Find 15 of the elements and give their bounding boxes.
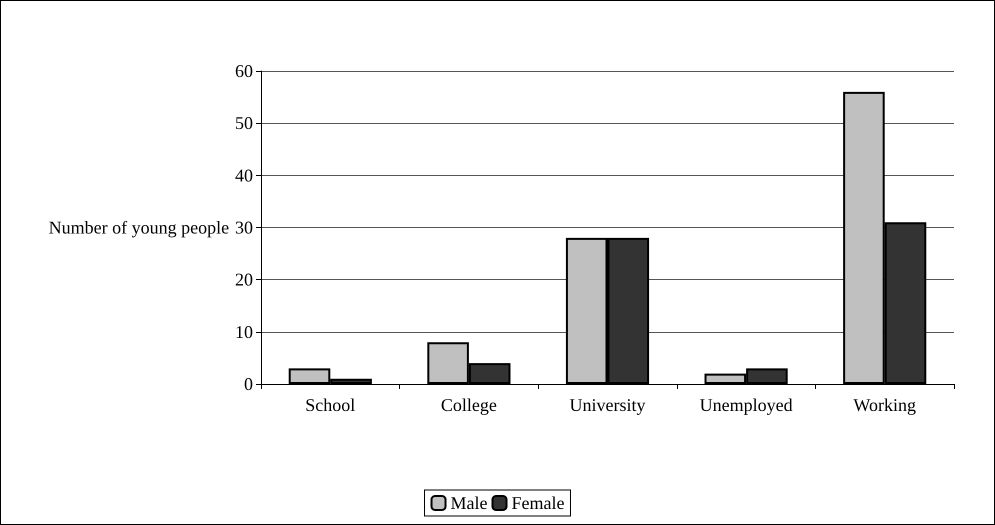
legend-label: Male [450, 493, 488, 513]
y-tick-label: 20 [235, 270, 253, 290]
x-tick-label: University [570, 395, 646, 415]
x-tick-label: School [305, 395, 356, 415]
y-tick-label: 40 [235, 165, 253, 186]
y-tick-label: 10 [235, 322, 253, 342]
x-tick-label: College [440, 395, 497, 415]
y-tick-label: 30 [235, 218, 253, 238]
y-tick-label: 50 [235, 113, 253, 134]
y-axis-title: Number of young people [48, 218, 230, 238]
y-tick-label: 60 [235, 61, 253, 81]
x-tick-label: Unemployed [700, 395, 793, 415]
legend-label: Female [512, 493, 564, 513]
x-tick-label: Working [853, 395, 916, 415]
y-tick-label: 0 [244, 374, 253, 394]
